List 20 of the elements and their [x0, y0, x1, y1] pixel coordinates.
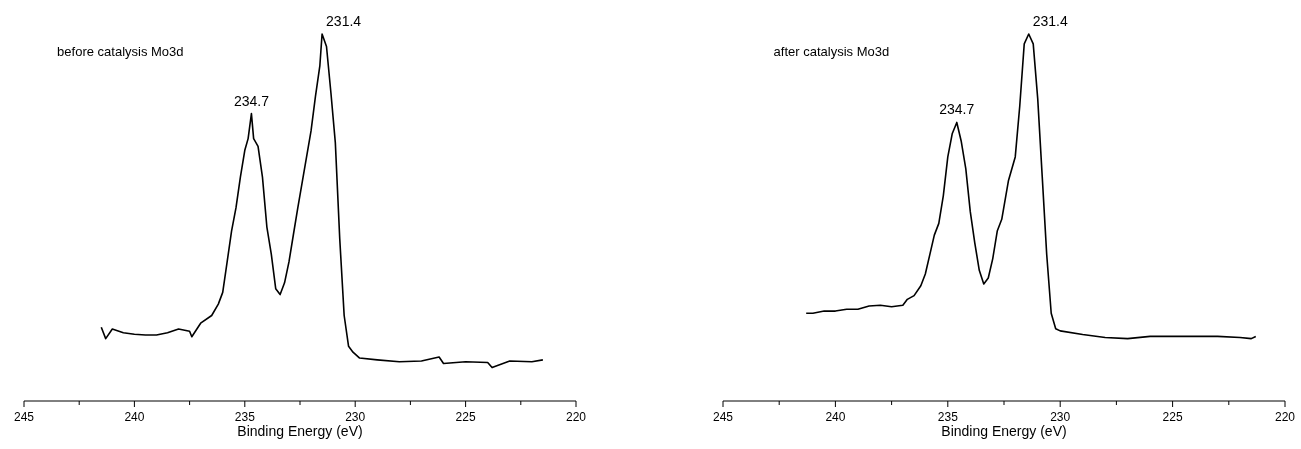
x-tick-label: 235 [937, 410, 959, 424]
annotation: 231.4 [1032, 13, 1068, 29]
x-tick-label: 240 [124, 410, 145, 424]
annotation: 234.7 [939, 101, 975, 118]
x-tick-label: 230 [1050, 410, 1071, 424]
x-tick-label: 235 [234, 410, 256, 424]
annotation: after catalysis Mo3d [773, 44, 890, 59]
x-tick-label: 230 [345, 410, 366, 424]
annotation: 234.7 [233, 92, 270, 109]
x-tick-label: 245 [13, 410, 35, 424]
x-tick-label: 220 [1274, 410, 1296, 424]
x-axis-title: Binding Energy (eV) [941, 423, 1067, 439]
x-tick-label: 220 [565, 410, 587, 424]
annotation: before catalysis Mo3d [57, 44, 184, 59]
x-tick-label: 240 [825, 410, 846, 424]
x-tick-label: 225 [1162, 410, 1183, 424]
annotation: 231.4 [326, 13, 362, 29]
x-tick-label: 225 [455, 410, 476, 424]
x-tick-label: 245 [712, 410, 734, 424]
x-axis-title: Binding Energy (eV) [237, 423, 363, 439]
